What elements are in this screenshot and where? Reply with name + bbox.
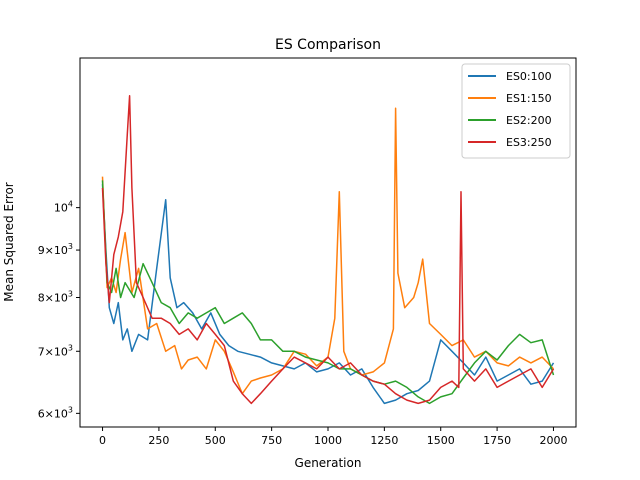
x-axis: 0 250 500 750 1000 1250 1500 1750 2000 bbox=[99, 427, 567, 447]
series-line-0 bbox=[101, 184, 555, 405]
legend-label: ES3:250 bbox=[506, 136, 552, 149]
legend-box bbox=[461, 63, 571, 159]
y-tick-label: 8×103 bbox=[38, 289, 73, 304]
y-axis: 6×103 7×103 8×103 9×103 104 bbox=[38, 200, 80, 420]
y-tick-label: 9×103 bbox=[38, 242, 73, 257]
x-tick-label: 2000 bbox=[539, 434, 567, 447]
y-axis-label: Mean Squared Error bbox=[2, 182, 16, 302]
legend: ES0:100 ES1:150 ES2:200 ES3:250 bbox=[461, 63, 571, 159]
legend-label: ES2:200 bbox=[506, 114, 552, 127]
plot-lines bbox=[101, 95, 555, 405]
x-tick-label: 1250 bbox=[370, 434, 398, 447]
y-tick-label: 6×103 bbox=[38, 405, 73, 420]
legend-label: ES0:100 bbox=[506, 70, 552, 83]
legend-label: ES1:150 bbox=[506, 92, 552, 105]
series-line-3 bbox=[101, 95, 555, 405]
x-tick-label: 1000 bbox=[314, 434, 342, 447]
y-tick-label: 104 bbox=[54, 200, 73, 215]
x-tick-label: 1500 bbox=[427, 434, 455, 447]
x-axis-label: Generation bbox=[295, 456, 362, 470]
x-tick-label: 500 bbox=[205, 434, 226, 447]
chart-title: ES Comparison bbox=[275, 37, 381, 53]
x-tick-label: 750 bbox=[261, 434, 282, 447]
x-tick-label: 1750 bbox=[483, 434, 511, 447]
x-tick-label: 250 bbox=[148, 434, 169, 447]
x-tick-label: 0 bbox=[99, 434, 106, 447]
y-tick-label: 7×103 bbox=[38, 343, 73, 358]
